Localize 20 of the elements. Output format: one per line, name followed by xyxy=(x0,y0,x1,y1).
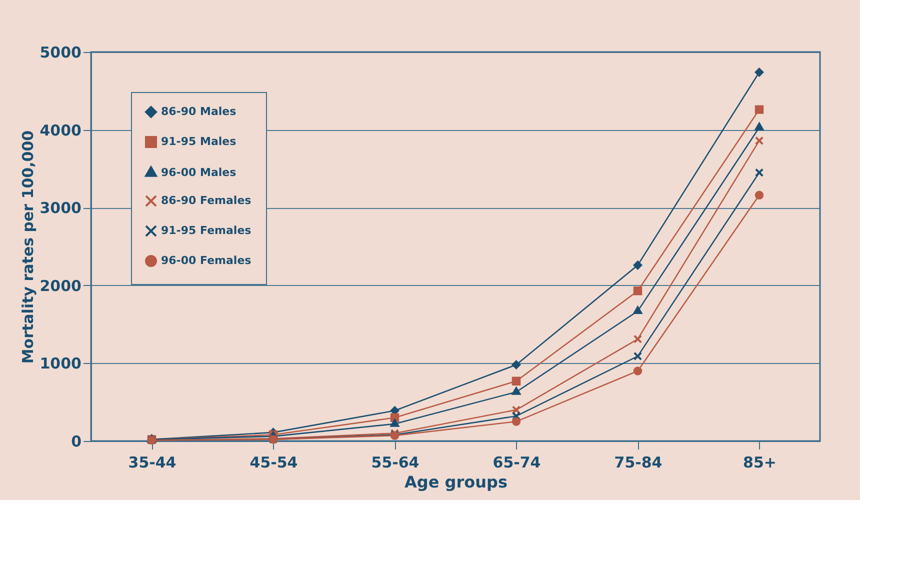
x-tick-label: 75-84 xyxy=(614,454,662,472)
legend-label: 86-90 Females xyxy=(161,194,252,207)
x-tick-label: 85+ xyxy=(743,454,776,472)
legend-label: 91-95 Females xyxy=(161,224,252,237)
legend-label: 86-90 Males xyxy=(161,105,237,118)
y-tick-label: 4000 xyxy=(40,121,82,140)
x-tick-label: 45-54 xyxy=(250,454,298,472)
y-tick-label: 1000 xyxy=(40,354,82,373)
legend-label: 91-95 Males xyxy=(161,135,237,148)
x-axis-title: Age groups xyxy=(404,472,508,492)
x-tick-label: 65-74 xyxy=(492,454,541,472)
y-tick-label: 0 xyxy=(71,432,82,450)
x-tick-label: 35-44 xyxy=(128,454,176,472)
legend-label: 96-00 Males xyxy=(161,166,237,179)
y-tick-label: 5000 xyxy=(40,44,82,62)
x-tick-label: 55-64 xyxy=(371,454,420,472)
y-axis-title: Mortality rates per 100,000 xyxy=(18,130,37,364)
y-tick-label: 3000 xyxy=(40,199,82,218)
y-tick-label: 2000 xyxy=(40,276,82,295)
legend-label: 96-00 Females xyxy=(161,254,252,267)
